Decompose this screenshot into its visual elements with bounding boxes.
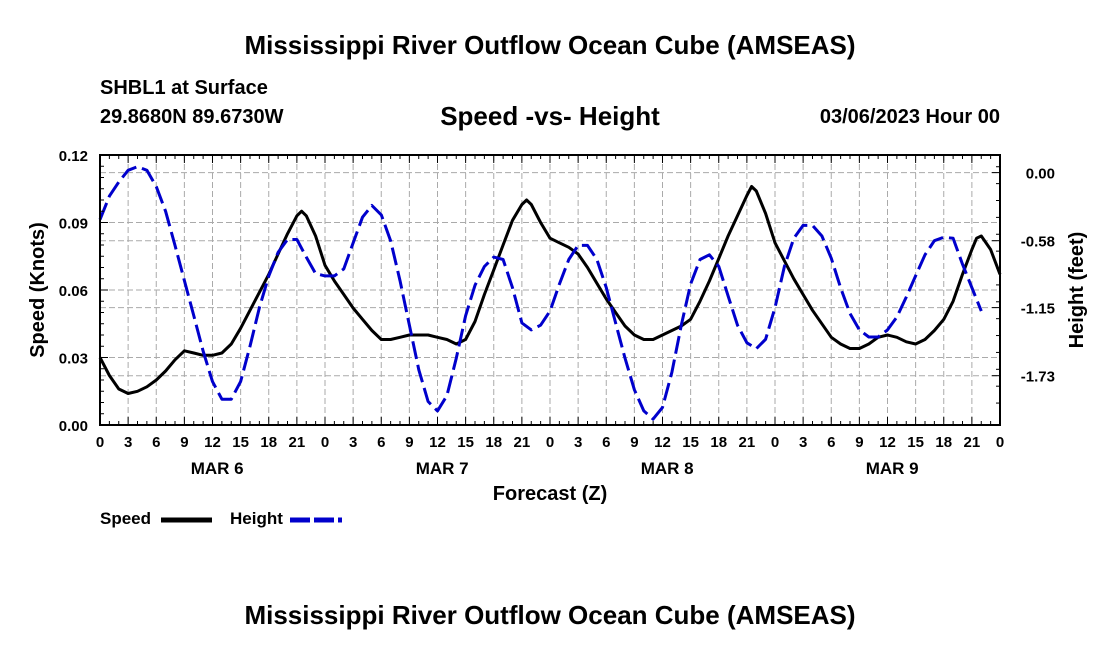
- x-tick-label: 21: [739, 434, 756, 451]
- x-day-label: MAR 9: [866, 459, 919, 478]
- x-axis-label: Forecast (Z): [493, 483, 607, 505]
- x-tick-label: 0: [996, 434, 1004, 451]
- x-tick-label: 3: [574, 434, 582, 451]
- x-tick-label: 3: [124, 434, 132, 451]
- x-tick-label: 12: [204, 434, 221, 451]
- chart-main-title: Mississippi River Outflow Ocean Cube (AM…: [244, 30, 856, 60]
- series-layer: [98, 165, 1002, 421]
- x-tick-label: 15: [682, 434, 699, 451]
- y2-axis-label: Height (feet): [1066, 232, 1088, 349]
- x-tick-label: 0: [771, 434, 779, 451]
- y2-tick-label: -1.73: [1021, 369, 1055, 386]
- series-line-speed: [98, 185, 1002, 395]
- x-tick-label: 18: [935, 434, 952, 451]
- x-tick-label: 15: [457, 434, 474, 451]
- x-tick-label: 6: [377, 434, 385, 451]
- y2-tick-label: -0.58: [1021, 234, 1055, 251]
- x-tick-label: 21: [514, 434, 531, 451]
- x-tick-label: 12: [654, 434, 671, 451]
- station-coordinates: 29.8680N 89.6730W: [100, 106, 284, 128]
- x-tick-label: 12: [429, 434, 446, 451]
- x-day-label: MAR 6: [191, 459, 244, 478]
- x-tick-label: 0: [546, 434, 554, 451]
- x-tick-label: 21: [964, 434, 981, 451]
- y-axis-label: Speed (Knots): [27, 222, 49, 358]
- x-tick-label: 6: [827, 434, 835, 451]
- legend-speed-label: Speed: [100, 509, 152, 528]
- x-tick-label: 9: [630, 434, 638, 451]
- x-tick-label: 21: [289, 434, 306, 451]
- x-day-label: MAR 7: [416, 459, 469, 478]
- y-tick-label: 0.00: [59, 418, 88, 435]
- forecast-datetime: 03/06/2023 Hour 00: [819, 106, 1000, 128]
- x-tick-label: 18: [485, 434, 502, 451]
- x-tick-label: 9: [855, 434, 863, 451]
- x-tick-label: 9: [405, 434, 413, 451]
- x-tick-label: 18: [710, 434, 727, 451]
- x-tick-label: 3: [349, 434, 357, 451]
- footer-title: Mississippi River Outflow Ocean Cube (AM…: [244, 600, 856, 630]
- x-day-label: MAR 8: [641, 459, 694, 478]
- y-tick-label: 0.12: [59, 148, 88, 165]
- chart-subtitle: Speed -vs- Height: [440, 101, 660, 131]
- x-tick-label: 6: [152, 434, 160, 451]
- y2-tick-label: 0.00: [1026, 166, 1055, 183]
- series-line-height: [98, 165, 983, 421]
- y-tick-label: 0.09: [59, 216, 88, 233]
- station-label: SHBL1 at Surface: [100, 77, 268, 99]
- grid-layer: [100, 155, 1000, 425]
- x-tick-label: 12: [879, 434, 896, 451]
- y-tick-label: 0.06: [59, 283, 88, 300]
- y2-tick-label: -1.15: [1021, 301, 1055, 318]
- x-tick-label: 15: [232, 434, 249, 451]
- axis-layer: 0 3 6 9 12 15 18 21 0 3 6 9 12 15 18 21 0 3 6 9 12 15 18 21 0 3 6 9…: [59, 148, 1055, 478]
- y-tick-label: 0.03: [59, 351, 88, 368]
- x-tick-label: 9: [180, 434, 188, 451]
- x-tick-label: 15: [907, 434, 924, 451]
- legend-height-label: Height: [230, 509, 283, 528]
- x-tick-label: 3: [799, 434, 807, 451]
- x-tick-label: 6: [602, 434, 610, 451]
- x-tick-label: 18: [260, 434, 277, 451]
- x-tick-label: 0: [96, 434, 104, 451]
- x-tick-label: 0: [321, 434, 329, 451]
